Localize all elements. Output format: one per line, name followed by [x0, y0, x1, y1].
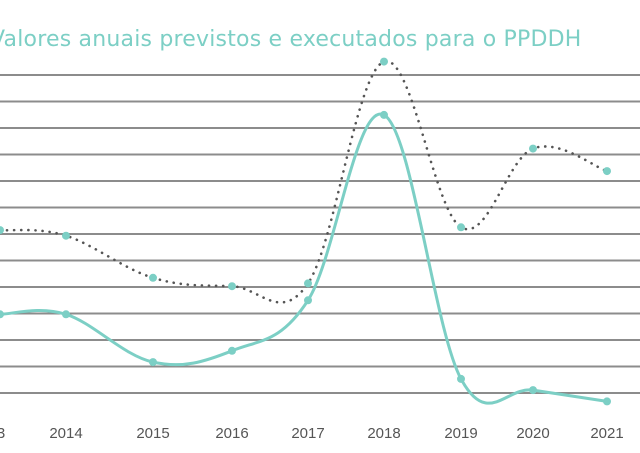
- data-point-1-2015: [149, 273, 157, 282]
- x-tick-label-2014: 2014: [49, 425, 82, 442]
- data-point-2-2020: [529, 386, 537, 395]
- data-point-1-2018: [380, 57, 388, 66]
- data-point-1-2014: [62, 231, 70, 240]
- data-point-1-2016: [228, 282, 236, 291]
- data-point-2-2016: [228, 346, 236, 355]
- data-point-1-2017: [304, 279, 312, 288]
- data-point-2-2014: [62, 310, 70, 319]
- data-point-1-2019: [457, 223, 465, 232]
- chart-title: Valores anuais previstos e executados pa…: [0, 27, 582, 52]
- x-tick-label-2016: 2016: [215, 425, 248, 442]
- data-point-2-2017: [304, 296, 312, 305]
- x-tick-label-2013: 3: [0, 425, 5, 442]
- data-point-1-2021: [603, 167, 611, 176]
- data-point-2-2015: [149, 358, 157, 367]
- x-axis-ticks: 3 2014 2015 2016 2017 2018 2019 2020 2021: [0, 425, 624, 442]
- data-point-1-2020: [529, 144, 537, 153]
- data-point-2-2018: [380, 110, 388, 119]
- data-point-2-2019: [457, 374, 465, 383]
- x-tick-label-2021: 2021: [590, 425, 623, 442]
- data-point-2-2013: [0, 310, 4, 319]
- data-points: [0, 57, 611, 406]
- x-tick-label-2017: 2017: [291, 425, 324, 442]
- x-tick-label-2015: 2015: [136, 425, 169, 442]
- series-line-solid: [0, 112, 609, 405]
- data-point-2-2021: [603, 397, 611, 406]
- series-lines: [0, 60, 609, 405]
- x-tick-label-2019: 2019: [444, 425, 477, 442]
- x-tick-label-2020: 2020: [516, 425, 549, 442]
- x-tick-label-2018: 2018: [367, 425, 400, 442]
- data-point-1-2013: [0, 226, 4, 235]
- gridlines: [0, 74, 640, 394]
